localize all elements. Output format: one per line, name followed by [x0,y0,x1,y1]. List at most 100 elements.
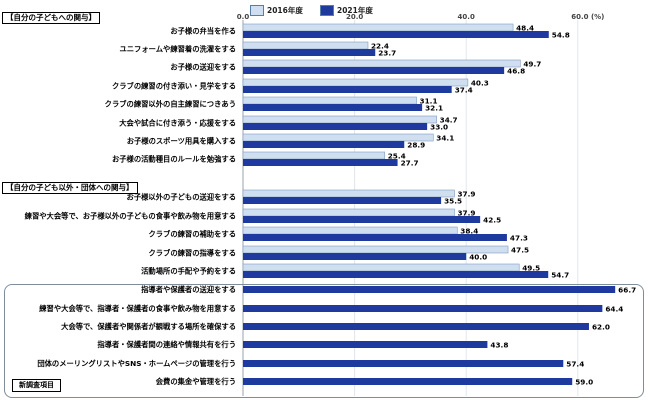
chart-row: お子様の活動種目のルールを勉強する 25.427.7 [112,152,419,168]
value-label-2016: 25.4 [388,152,406,161]
chart-row: ユニフォームや練習着の洗濯をする 22.423.7 [119,42,396,58]
chart-row: 大会や試合に付き添う・応援をする 34.733.0 [119,116,457,132]
legend-label-2021: 2021年度 [337,6,373,15]
x-tick-label: 20.0 [346,13,363,21]
value-label-2016: 37.9 [457,190,475,199]
bar-2021 [243,286,616,293]
value-label-2016: 49.7 [523,60,541,69]
chart-row: 練習や大会等で、指導者・保護者の食事や飲み物を用意する 64.4 [39,304,623,314]
bar-2021 [243,159,398,166]
bar-2021 [243,234,507,241]
bar-2021 [243,271,549,278]
value-label-2021: 23.7 [378,49,396,58]
bar-2021 [243,305,603,312]
bar-2021 [243,323,589,330]
category-label: 活動場所の手配や予約をする [141,267,236,276]
value-label-2021: 47.3 [510,234,528,243]
value-label-2021: 42.5 [483,216,501,225]
value-label-2016: 34.1 [436,134,454,143]
category-label: お子様の送迎をする [170,63,236,72]
chart-row: お子様のスポーツ用具を購入する 34.1 28.9 [127,134,455,150]
category-label: クラブの練習以外の自主練習につきあう [105,100,236,109]
bar-2016 [242,133,434,142]
category-label: 大会等で、保護者や関係者が観戦する場所を確保する [61,322,236,331]
value-label-2016: 22.4 [371,42,389,51]
bar-2021 [243,197,442,204]
category-label: 会費の集金や管理を行う [156,377,236,386]
category-label: 練習や大会等で、指導者・保護者の食事や飲み物を用意する [39,304,236,313]
value-label-2021: 62.0 [592,323,610,332]
value-label-2021: 35.5 [444,197,462,206]
bar-2021 [243,141,405,148]
chart-row: お子様の弁当を作る 48.4 54.8 [170,24,569,40]
bar-2021 [243,86,452,93]
value-label-2021: 66.7 [618,286,636,295]
value-label-2021: 32.1 [425,104,443,113]
chart-row: 指導者や保護者の送迎をする 66.7 [141,285,636,295]
bar-2016 [242,189,455,198]
bar-2021 [243,123,428,130]
category-label: クラブの練習の付き添い・見学をする [112,82,236,91]
bar-2021 [243,31,549,38]
bar-2016 [242,41,369,50]
value-label-2016: 38.4 [460,227,478,236]
legend-swatch-2021 [320,5,334,16]
value-label-2016: 31.1 [420,97,438,106]
chart-row: 活動場所の手配や予約をする 49.5 54.7 [141,264,569,280]
bar-2016 [242,78,469,87]
value-label-2016: 48.4 [516,24,534,33]
bar-2021 [243,67,505,74]
x-tick-label: 60.0 (%) [571,13,604,21]
category-label: 練習や大会等で、お子様以外の子どもの食事や飲み物を用意する [25,212,236,221]
bar-2016 [242,208,455,217]
category-label: 団体のメーリングリストやSNS・ホームページの管理を行う [37,359,236,368]
category-label: クラブの練習の補助をする [148,230,236,239]
chart-row: 練習や大会等で、お子様以外の子どもの食事や飲み物を用意する 37.9 42.5 [25,209,501,225]
legend-label-2016: 2016年度 [267,6,303,15]
category-label: 指導者・保護者間の連絡や情報共有を行う [97,340,236,349]
bar-2016 [242,151,386,160]
category-label: お子様の活動種目のルールを勉強する [112,155,236,164]
value-label-2021: 37.4 [455,86,473,95]
bar-2021 [243,104,423,111]
value-label-2021: 40.0 [469,253,487,262]
value-label-2016: 40.3 [471,79,489,88]
chart-row: 指導者・保護者間の連絡や情報共有を行う 43.8 [97,340,508,350]
x-axis-ticks: 0.0 20.0 40.0 60.0 (%) [237,13,605,21]
value-label-2016: 47.5 [511,246,529,255]
value-label-2021: 33.0 [430,123,448,132]
category-label: 指導者や保護者の送迎をする [141,285,236,294]
bar-2016 [242,226,458,235]
section-label-self: 【自分の子どもへの関与】 [2,12,100,24]
x-tick-label: 40.0 [458,13,475,21]
value-label-2021: 43.8 [490,341,508,350]
new-items-frame [4,284,644,398]
x-tick-label: 0.0 [237,13,250,21]
bar-2021 [243,216,481,223]
chart-row: クラブの練習の指導をする 47.5 40.0 [148,246,529,262]
value-label-2021: 46.8 [507,67,525,76]
new-items-tag: 新調査項目 [12,379,61,392]
chart-row: クラブの練習の付き添い・見学をする 40.337.4 [112,79,489,95]
bar-2016 [242,263,520,272]
chart-row: お子様以外の子どもの送迎をする 37.935.5 [127,190,476,206]
bar-2016 [242,115,437,124]
section-label-others: 【自分の子ども以外・団体への関与】 [2,182,138,194]
value-label-2021: 64.4 [605,305,623,314]
legend-swatch-2016 [250,5,264,16]
chart-row: 大会等で、保護者や関係者が観戦する場所を確保する 62.0 [61,322,610,332]
chart-rows: お子様の弁当を作る 48.4 54.8 ユニフォームや練習着の洗濯をする 22.423.… [25,24,637,387]
value-label-2021: 28.9 [407,141,425,150]
legend-2021: 2021年度 [320,5,373,16]
chart-row: お子様の送迎をする 49.746.8 [170,60,541,76]
value-label-2016: 37.9 [457,209,475,218]
value-label-2021: 54.7 [551,271,569,280]
bar-2021 [243,341,488,348]
category-label: ユニフォームや練習着の洗濯をする [119,45,236,54]
legend-2016: 2016年度 [250,5,303,16]
value-label-2021: 27.7 [401,159,419,168]
bar-2016 [242,23,514,32]
value-label-2021: 57.4 [566,360,584,369]
category-label: クラブの練習の指導をする [148,249,236,258]
